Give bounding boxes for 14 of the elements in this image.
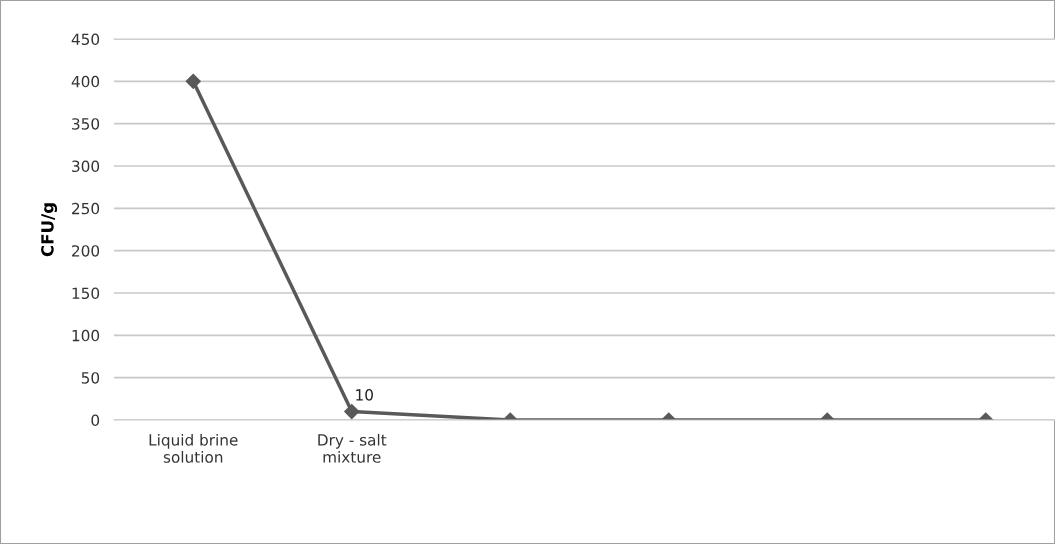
y-tick-label: 400: [71, 75, 100, 88]
y-tick-label: 200: [72, 245, 100, 257]
y-tick-label: 300: [72, 160, 100, 173]
x-tick-label: Liquid brine solution: [149, 433, 238, 463]
data-label: 10: [356, 389, 373, 401]
y-axis-title: CFU/g: [41, 203, 58, 257]
x-tick-label: Dry - salt mixture: [318, 433, 387, 463]
y-tick-label: 50: [81, 372, 100, 384]
y-tick-label: 450: [71, 33, 100, 46]
y-tick-label: 350: [72, 118, 100, 130]
y-tick-label: 250: [72, 202, 100, 215]
y-tick-label: 0: [91, 414, 100, 427]
y-tick-label: 100: [72, 329, 100, 342]
y-tick-label: 150: [72, 287, 100, 300]
